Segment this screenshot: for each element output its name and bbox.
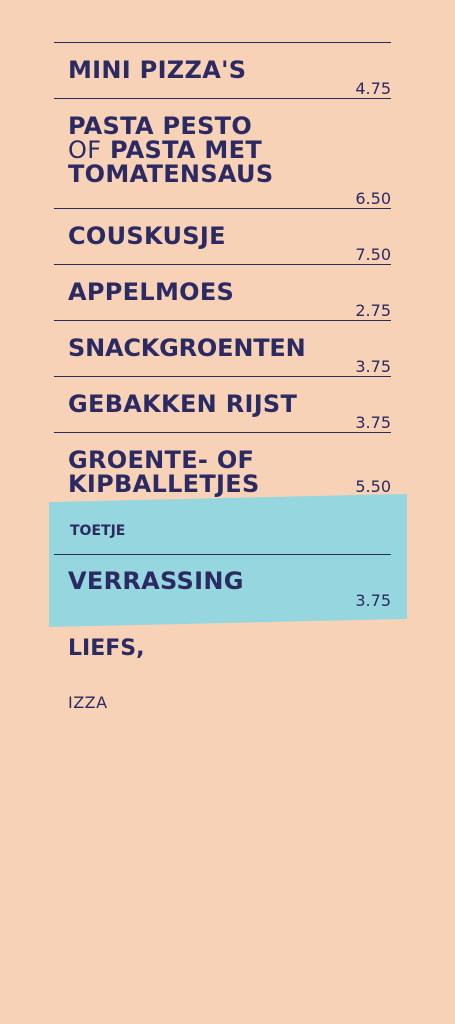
item-price: 4.75: [355, 79, 391, 98]
item-price: 3.75: [355, 591, 391, 610]
item-name-line: PASTA PESTO: [68, 112, 253, 140]
menu-item-couskusje: COUSKUSJE 7.50: [54, 208, 391, 264]
item-name-conjunction: OF: [68, 136, 102, 164]
dessert-label: TOETJE: [70, 523, 126, 539]
item-price: 5.50: [355, 477, 391, 496]
menu-list: MINI PIZZA'S 4.75 PASTA PESTO OF PASTA M…: [54, 42, 391, 503]
dessert-section: TOETJE VERRASSING 3.75: [54, 509, 391, 610]
item-name-part: PASTA MET: [109, 136, 262, 164]
menu-item-gebakken-rijst: GEBAKKEN RIJST 3.75: [54, 376, 391, 432]
item-name: GROENTE- OF KIPBALLETJES: [54, 433, 391, 496]
menu-item-snackgroenten: SNACKGROENTEN 3.75: [54, 320, 391, 376]
footer: LIEFS, IZZA: [68, 636, 144, 712]
menu-item-mini-pizzas: MINI PIZZA'S 4.75: [54, 42, 391, 98]
item-name-line: TOMATENSAUS: [68, 160, 274, 188]
item-price: 2.75: [355, 301, 391, 320]
item-name-line: GROENTE- OF: [68, 446, 255, 474]
item-name: MINI PIZZA'S: [68, 56, 247, 84]
signature: IZZA: [68, 693, 108, 712]
item-name: GEBAKKEN RIJST: [68, 390, 298, 418]
item-name-line: OF PASTA MET: [68, 138, 391, 162]
menu-item-appelmoes: APPELMOES 2.75: [54, 264, 391, 320]
closing-text: LIEFS,: [68, 636, 145, 661]
item-price: 3.75: [355, 357, 391, 376]
item-name-line: KIPBALLETJES: [68, 470, 260, 498]
item-price: 3.75: [355, 413, 391, 432]
item-name: APPELMOES: [68, 278, 235, 306]
item-name: COUSKUSJE: [68, 222, 226, 250]
item-price: 6.50: [355, 189, 391, 208]
menu-item-pasta: PASTA PESTO OF PASTA MET TOMATENSAUS 6.5…: [54, 98, 391, 208]
item-name: SNACKGROENTEN: [68, 334, 306, 362]
item-price: 7.50: [355, 245, 391, 264]
item-name: PASTA PESTO OF PASTA MET TOMATENSAUS: [54, 99, 391, 186]
item-name: VERRASSING: [68, 567, 244, 595]
menu-item-balletjes: GROENTE- OF KIPBALLETJES 5.50: [54, 432, 391, 503]
menu-item-verrassing: VERRASSING 3.75: [54, 554, 391, 610]
